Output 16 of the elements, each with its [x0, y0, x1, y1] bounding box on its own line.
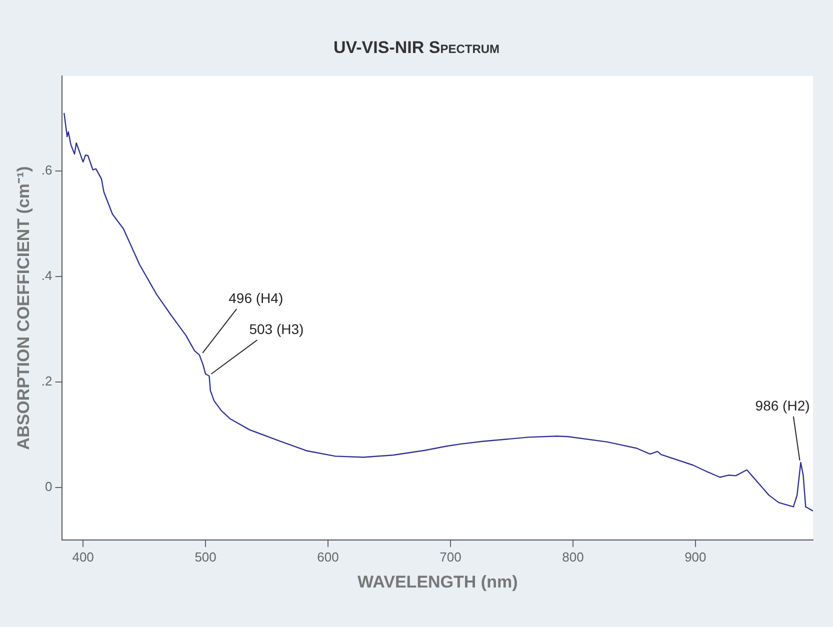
y-axis-title: ABSORPTION COEFFICIENT (cm⁻¹) — [14, 166, 33, 450]
x-tick-label: 700 — [440, 549, 462, 564]
y-tick-label: .2 — [41, 373, 52, 388]
y-tick-label: .6 — [41, 162, 52, 178]
x-tick-label: 900 — [684, 549, 706, 564]
annotation: 986 (H2) — [755, 397, 810, 414]
x-tick-label: 400 — [72, 549, 94, 564]
y-tick-label: 0 — [45, 478, 52, 494]
chart-title: UV-VIS-NIR Spectrum — [332, 38, 501, 58]
annotation: 503 (H3) — [249, 321, 304, 338]
x-tick-label: 800 — [562, 549, 584, 564]
x-tick-label: 500 — [194, 549, 216, 564]
y-tick-label: .4 — [41, 268, 52, 283]
x-axis-title: WAVELENGTH (nm) — [358, 572, 518, 592]
annotation: 496 (H4) — [228, 290, 284, 306]
x-tick-label: 600 — [317, 549, 339, 564]
